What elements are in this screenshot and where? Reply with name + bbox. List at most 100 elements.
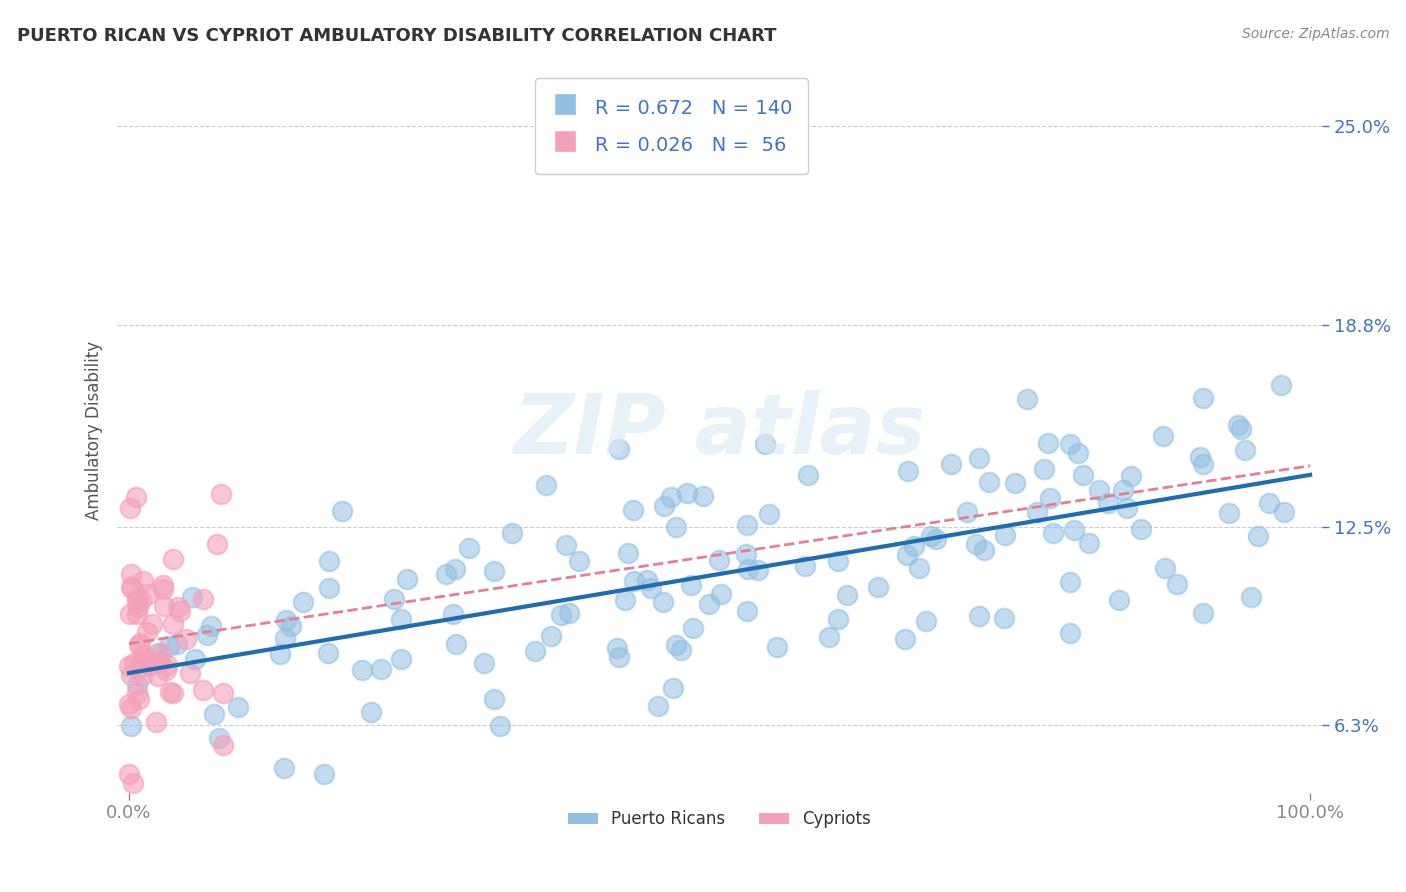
Point [1042,525,1064,540]
Point [501,525,523,540]
Point [128,692,150,706]
Point [1153,561,1175,575]
Point [120,566,142,581]
Point [550,607,572,622]
Point [956,505,979,519]
Point [967,608,990,623]
Point [614,593,637,607]
Point [191,592,214,607]
Point [316,646,339,660]
Point [818,630,841,644]
Point [652,499,675,513]
Point [136,587,159,601]
Point [896,464,918,478]
Point [127,599,149,614]
Point [1039,491,1062,505]
Point [145,654,167,668]
Point [671,642,693,657]
Point [444,561,467,575]
Point [127,686,149,700]
Point [153,599,176,613]
Point [273,761,295,775]
Point [679,578,702,592]
Point [269,647,291,661]
Point [758,508,780,522]
Point [121,581,143,595]
Point [482,692,505,706]
Point [162,616,184,631]
Point [1033,462,1056,476]
Point [1234,443,1257,458]
Point [179,665,201,680]
Point [149,647,172,661]
Point [127,662,149,676]
Point [1257,496,1279,510]
Point [692,489,714,503]
Point [226,700,249,714]
Point [156,657,179,672]
Point [131,669,153,683]
Point [534,478,557,492]
Point [965,537,987,551]
Point [555,538,578,552]
Point [389,611,412,625]
Point [735,547,758,561]
Point [472,657,495,671]
Point [205,536,228,550]
Point [665,638,688,652]
Point [1088,483,1111,497]
Point [318,581,340,595]
Point [754,437,776,451]
Point [1078,535,1101,549]
Text: Source: ZipAtlas.com: Source: ZipAtlas.com [1241,27,1389,41]
Point [139,658,162,673]
Point [1246,529,1268,543]
Point [915,614,938,628]
Point [607,442,630,456]
Text: PUERTO RICAN VS CYPRIOT AMBULATORY DISABILITY CORRELATION CHART: PUERTO RICAN VS CYPRIOT AMBULATORY DISAB… [17,27,776,45]
Point [662,681,685,696]
Text: ZIP atlas: ZIP atlas [513,390,925,471]
Point [993,611,1015,625]
Point [135,624,157,639]
Point [941,457,963,471]
Point [159,685,181,699]
Point [973,543,995,558]
Point [794,559,817,574]
Point [747,563,769,577]
Point [122,656,145,670]
Point [155,663,177,677]
Point [977,475,1000,489]
Point [908,561,931,575]
Point [568,554,591,568]
Point [1166,576,1188,591]
Point [441,607,464,621]
Point [120,719,142,733]
Point [1191,606,1213,620]
Point [797,467,820,482]
Point [1188,450,1211,464]
Legend: Puerto Ricans, Cypriots: Puerto Ricans, Cypriots [561,804,877,835]
Point [314,767,336,781]
Point [1112,483,1135,497]
Point [482,564,505,578]
Point [148,655,170,669]
Point [924,532,946,546]
Point [118,698,141,712]
Point [994,528,1017,542]
Point [152,578,174,592]
Point [920,529,942,543]
Point [1059,437,1081,451]
Point [1230,422,1253,436]
Point [136,654,159,668]
Point [370,662,392,676]
Point [894,632,917,646]
Point [118,501,141,516]
Point [606,641,628,656]
Point [1116,500,1139,515]
Point [1059,625,1081,640]
Point [1192,458,1215,472]
Point [617,546,640,560]
Point [129,636,152,650]
Point [395,572,418,586]
